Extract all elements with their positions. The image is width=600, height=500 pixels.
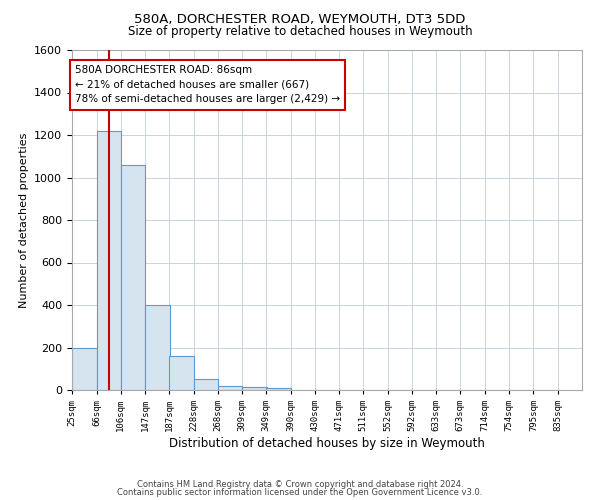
Y-axis label: Number of detached properties: Number of detached properties: [19, 132, 29, 308]
Bar: [97, 130, 121, 390]
Bar: [266, 388, 291, 390]
Bar: [194, 380, 218, 390]
Text: Contains HM Land Registry data © Crown copyright and database right 2024.: Contains HM Land Registry data © Crown c…: [137, 480, 463, 489]
Bar: [218, 386, 242, 390]
Bar: [72, 348, 97, 390]
Text: 580A, DORCHESTER ROAD, WEYMOUTH, DT3 5DD: 580A, DORCHESTER ROAD, WEYMOUTH, DT3 5DD: [134, 12, 466, 26]
Text: Contains public sector information licensed under the Open Government Licence v3: Contains public sector information licen…: [118, 488, 482, 497]
Bar: [169, 356, 194, 390]
Text: 580A DORCHESTER ROAD: 86sqm
← 21% of detached houses are smaller (667)
78% of se: 580A DORCHESTER ROAD: 86sqm ← 21% of det…: [75, 65, 340, 104]
Bar: [242, 387, 267, 390]
X-axis label: Distribution of detached houses by size in Weymouth: Distribution of detached houses by size …: [169, 437, 485, 450]
Bar: [121, 165, 145, 390]
Bar: [145, 305, 170, 390]
Text: Size of property relative to detached houses in Weymouth: Size of property relative to detached ho…: [128, 25, 472, 38]
